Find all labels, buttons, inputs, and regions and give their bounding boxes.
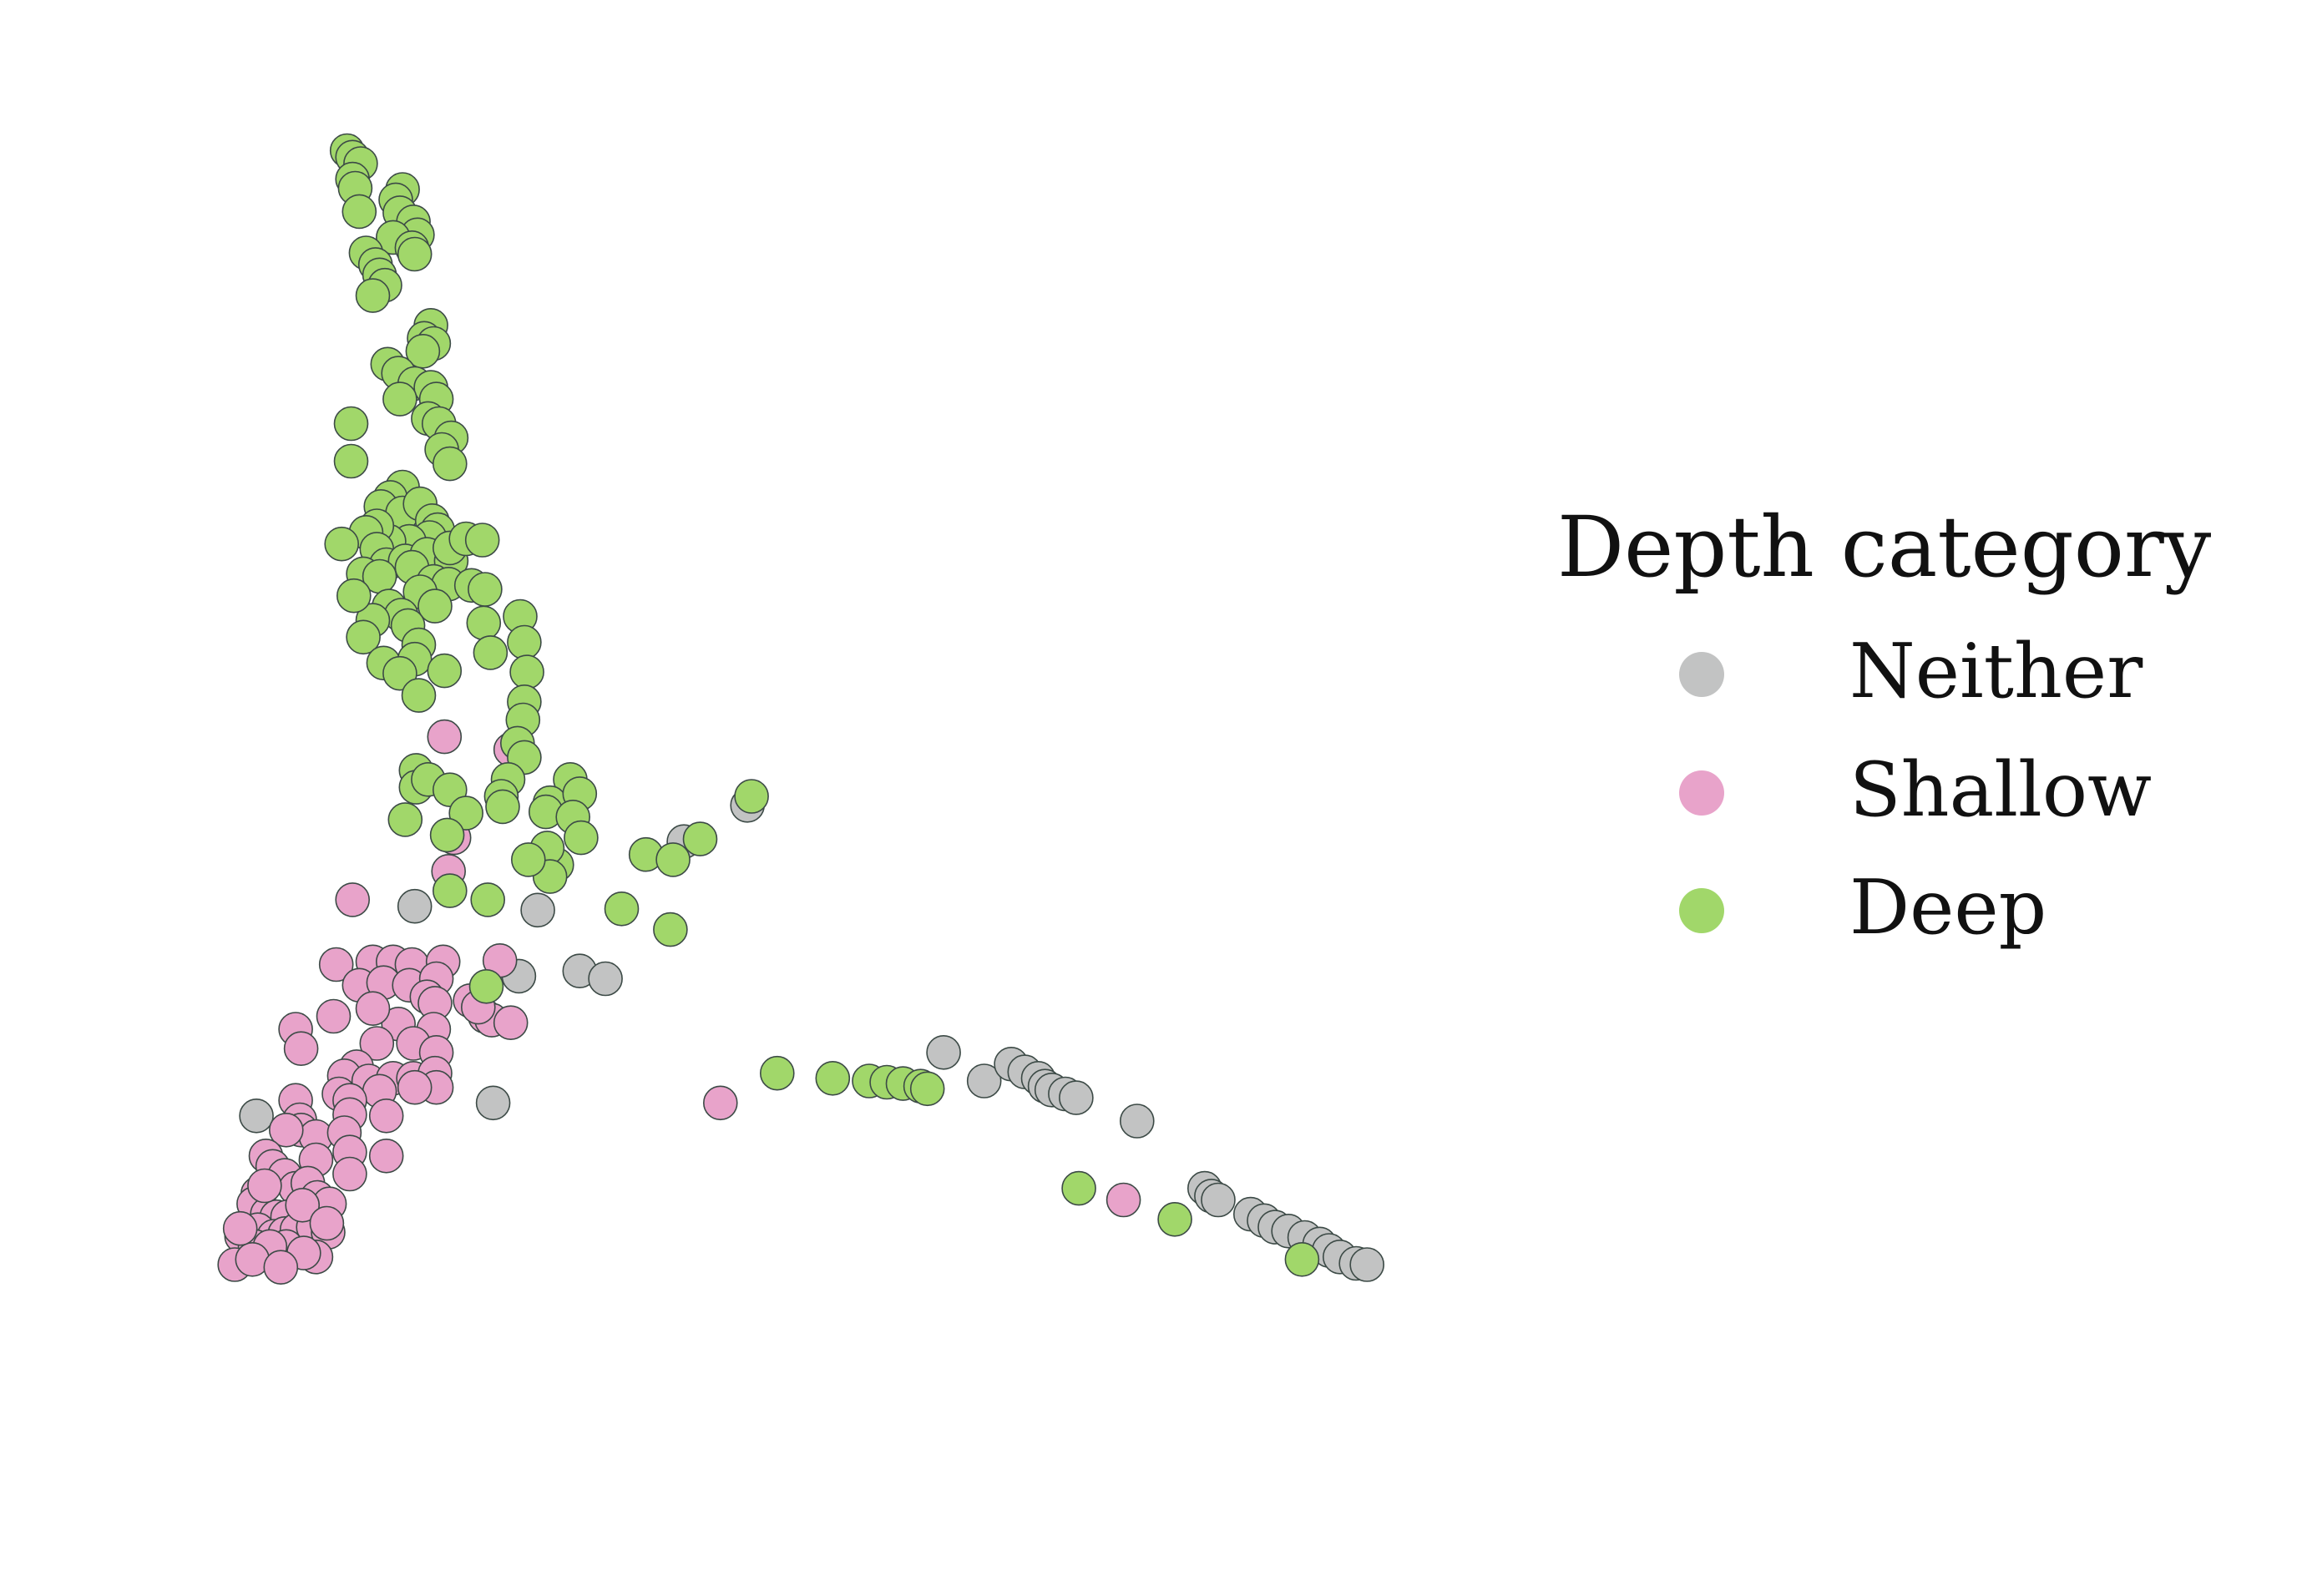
series-shallow	[217, 719, 1141, 1285]
point-neither-5	[588, 961, 623, 997]
point-deep-68	[346, 619, 381, 655]
point-neither-8	[966, 1063, 1002, 1099]
point-deep-113	[564, 820, 599, 856]
point-deep-108	[468, 969, 504, 1004]
point-deep-82	[401, 678, 437, 713]
point-deep-76	[468, 572, 503, 607]
legend-title: Depth category	[1557, 498, 2212, 596]
point-deep-124	[1157, 1202, 1192, 1237]
point-deep-112	[734, 779, 769, 814]
legend-marker-neither	[1679, 652, 1724, 697]
point-shallow-83	[222, 1210, 258, 1246]
point-deep-74	[427, 653, 463, 689]
point-deep-14	[397, 236, 433, 272]
point-deep-78	[473, 635, 508, 670]
point-deep-81	[509, 654, 544, 689]
point-shallow-23	[355, 991, 391, 1026]
point-shallow-86	[309, 1205, 345, 1241]
legend-marker-shallow	[1679, 770, 1724, 816]
point-deep-59	[464, 523, 500, 558]
point-deep-35	[333, 443, 369, 479]
point-deep-80	[507, 624, 542, 660]
point-neither-3	[520, 892, 555, 928]
point-deep-77	[466, 605, 502, 641]
point-shallow-48	[368, 1099, 404, 1134]
point-deep-67	[336, 578, 372, 614]
point-neither-30	[1349, 1247, 1384, 1282]
point-shallow-38	[397, 1069, 433, 1105]
legend-label-shallow: Shallow	[1849, 746, 2152, 834]
point-deep-116	[759, 1055, 795, 1091]
point-shallow-26	[359, 1026, 395, 1061]
point-shallow-4	[335, 882, 371, 917]
point-deep-117	[815, 1061, 851, 1096]
point-deep-49	[324, 526, 360, 562]
point-shallow-84	[247, 1168, 282, 1204]
point-shallow-81	[702, 1085, 738, 1121]
point-deep-105	[510, 842, 546, 877]
point-shallow-49	[268, 1113, 304, 1148]
point-neither-16	[1059, 1080, 1094, 1115]
point-deep-63	[417, 588, 453, 624]
legend-label-deep: Deep	[1849, 864, 2046, 952]
point-deep-22	[405, 333, 441, 369]
point-shallow-82	[1105, 1182, 1141, 1218]
point-neither-31	[239, 1099, 274, 1134]
point-deep-95	[387, 802, 423, 837]
legend: Depth category Neither Shallow Deep	[1557, 498, 2212, 952]
point-neither-20	[1201, 1182, 1236, 1218]
point-deep-7	[341, 194, 377, 230]
legend-marker-deep	[1679, 888, 1724, 933]
point-deep-110	[655, 842, 691, 877]
point-shallow-30	[283, 1031, 319, 1066]
point-deep-94	[485, 789, 520, 825]
point-shallow-6	[318, 947, 354, 982]
point-deep-107	[432, 873, 468, 908]
point-deep-114	[604, 891, 640, 927]
point-deep-111	[682, 821, 718, 856]
point-deep-125	[1284, 1242, 1320, 1277]
point-shallow-52	[332, 1156, 367, 1192]
series-neither	[239, 787, 1384, 1282]
point-deep-106	[470, 882, 506, 917]
point-shallow-85	[285, 1188, 321, 1223]
point-deep-96	[429, 817, 465, 853]
plot-area	[217, 133, 1384, 1285]
point-shallow-53	[368, 1139, 404, 1174]
point-deep-32	[333, 406, 369, 442]
point-neither-2	[397, 888, 433, 924]
point-neither-17	[1120, 1104, 1155, 1139]
point-deep-34	[432, 446, 468, 482]
point-shallow-24	[316, 998, 352, 1034]
point-deep-123	[1061, 1170, 1096, 1206]
point-shallow-19	[493, 1005, 529, 1040]
legend-label-neither: Neither	[1849, 628, 2143, 715]
point-deep-18	[355, 278, 391, 313]
point-deep-27	[382, 381, 417, 417]
point-neither-7	[475, 1085, 511, 1121]
point-shallow-0	[427, 719, 463, 755]
point-deep-122	[909, 1071, 945, 1107]
point-neither-9	[926, 1035, 961, 1070]
point-shallow-80	[263, 1250, 299, 1285]
series-deep	[324, 133, 1320, 1277]
point-deep-115	[653, 912, 688, 947]
